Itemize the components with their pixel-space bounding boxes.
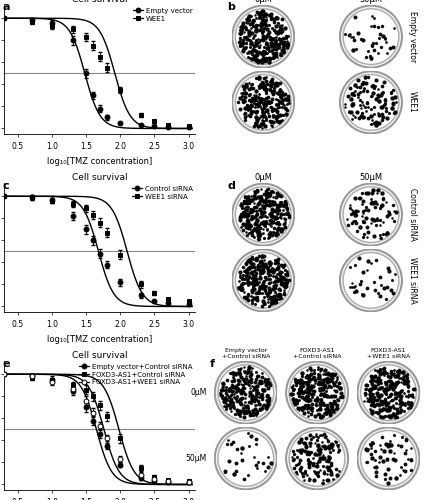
Legend: Empty vector+Control siRNA, FOXD3-AS1+Control siRNA, FOXD3-AS1+WEE1 siRNA: Empty vector+Control siRNA, FOXD3-AS1+Co… xyxy=(78,362,193,386)
Circle shape xyxy=(216,430,274,488)
Text: Empty vector: Empty vector xyxy=(407,11,416,62)
Circle shape xyxy=(343,187,398,242)
Text: a: a xyxy=(2,2,10,12)
Title: 50μM: 50μM xyxy=(359,173,382,182)
Circle shape xyxy=(233,74,292,132)
Circle shape xyxy=(343,253,397,308)
Text: 0μM: 0μM xyxy=(190,388,206,397)
Title: 50μM: 50μM xyxy=(359,0,382,4)
Text: 50μM: 50μM xyxy=(185,454,206,463)
Circle shape xyxy=(236,253,290,308)
Circle shape xyxy=(217,365,273,420)
Circle shape xyxy=(289,431,343,486)
Circle shape xyxy=(233,252,292,310)
Legend: Empty vector, WEE1: Empty vector, WEE1 xyxy=(131,6,193,23)
Title: Empty vector
+Control siRNA: Empty vector +Control siRNA xyxy=(221,348,269,359)
Title: FOXD3-AS1
+Control siRNA: FOXD3-AS1 +Control siRNA xyxy=(292,348,340,359)
Circle shape xyxy=(360,365,415,420)
Circle shape xyxy=(341,8,399,66)
Circle shape xyxy=(360,366,414,420)
Circle shape xyxy=(216,364,274,422)
Circle shape xyxy=(288,430,345,488)
Circle shape xyxy=(341,74,399,132)
Circle shape xyxy=(218,431,272,486)
Circle shape xyxy=(343,188,397,242)
Circle shape xyxy=(288,365,344,420)
Circle shape xyxy=(235,252,291,308)
Circle shape xyxy=(341,252,399,310)
Legend: Control siRNA, WEE1 siRNA: Control siRNA, WEE1 siRNA xyxy=(130,184,193,201)
Circle shape xyxy=(343,10,397,64)
Title: Cell survival: Cell survival xyxy=(72,0,127,4)
Title: 0μM: 0μM xyxy=(254,0,271,4)
Circle shape xyxy=(360,431,414,486)
Circle shape xyxy=(235,187,291,242)
Circle shape xyxy=(236,188,290,242)
Circle shape xyxy=(288,430,344,486)
Text: f: f xyxy=(210,358,214,368)
Circle shape xyxy=(359,364,417,422)
Text: c: c xyxy=(2,180,9,190)
Title: FOXD3-AS1
+WEE1 siRNA: FOXD3-AS1 +WEE1 siRNA xyxy=(366,348,409,359)
Circle shape xyxy=(360,430,415,486)
Circle shape xyxy=(343,9,398,64)
Circle shape xyxy=(343,75,397,130)
Circle shape xyxy=(236,75,290,130)
Text: b: b xyxy=(227,2,235,12)
Circle shape xyxy=(288,364,345,422)
Text: Control siRNA: Control siRNA xyxy=(407,188,416,241)
Text: WEE1 siRNA: WEE1 siRNA xyxy=(407,257,416,304)
Circle shape xyxy=(289,366,343,420)
X-axis label: log₁₀[TMZ concentration]: log₁₀[TMZ concentration] xyxy=(47,157,152,166)
X-axis label: log₁₀[TMZ concentration]: log₁₀[TMZ concentration] xyxy=(47,335,152,344)
Title: Cell survival: Cell survival xyxy=(72,351,127,360)
Text: e: e xyxy=(2,358,10,368)
Text: WEE1: WEE1 xyxy=(407,92,416,113)
Circle shape xyxy=(233,186,292,244)
Circle shape xyxy=(341,186,399,244)
Circle shape xyxy=(235,74,291,130)
Title: Cell survival: Cell survival xyxy=(72,173,127,182)
Circle shape xyxy=(236,10,290,64)
Circle shape xyxy=(217,430,273,486)
Circle shape xyxy=(343,74,398,130)
Circle shape xyxy=(233,8,292,66)
Title: 0μM: 0μM xyxy=(254,173,271,182)
Circle shape xyxy=(218,366,272,420)
Circle shape xyxy=(359,430,417,488)
Circle shape xyxy=(343,252,398,308)
Circle shape xyxy=(235,9,291,64)
Text: d: d xyxy=(227,180,235,190)
